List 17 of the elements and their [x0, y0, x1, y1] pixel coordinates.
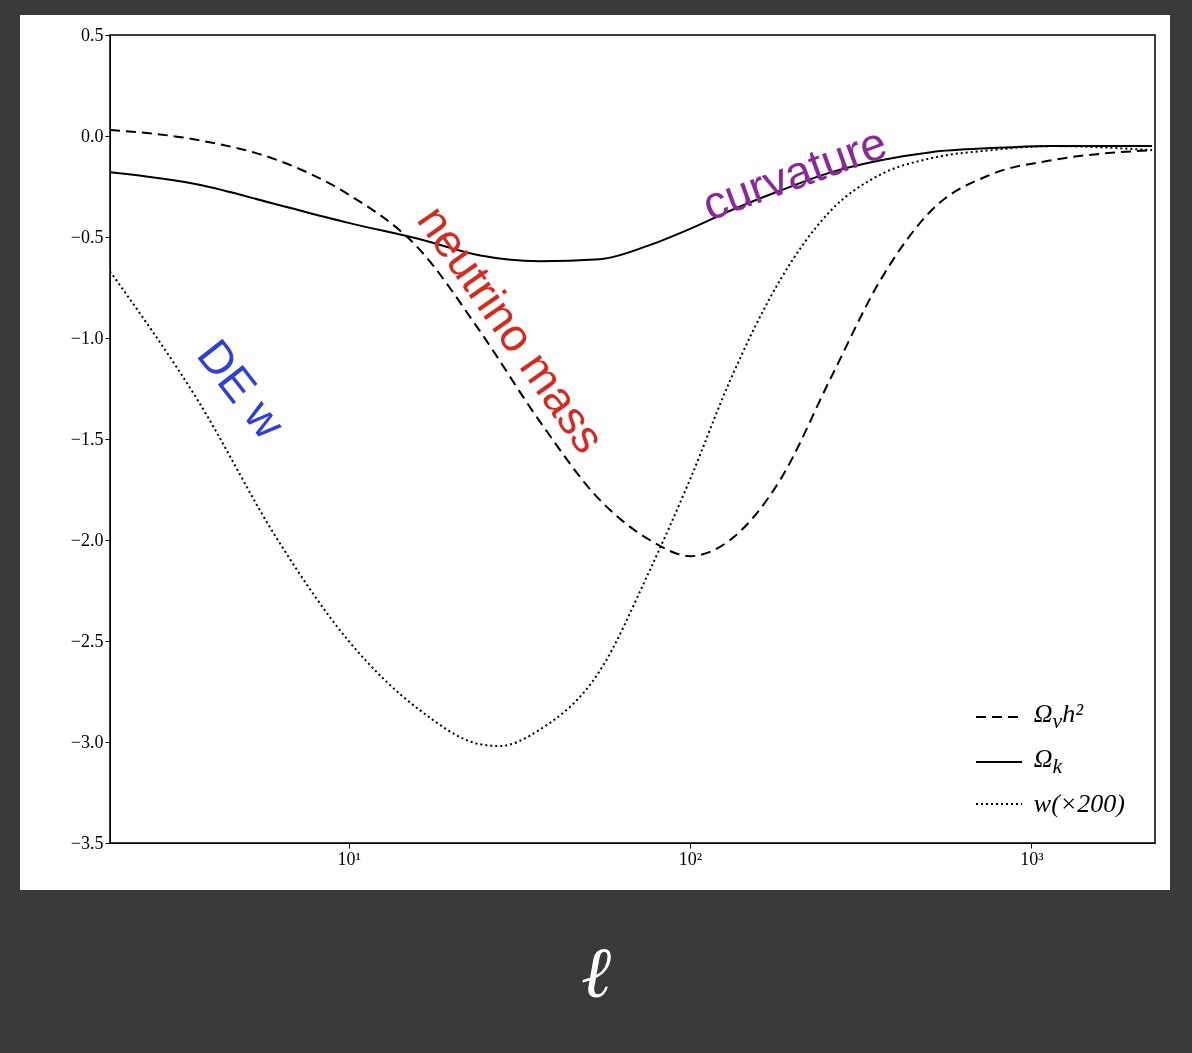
y-tick-label: −3.0: [70, 731, 104, 752]
annotation: DE w: [187, 329, 297, 449]
legend-label: w(×200): [1033, 788, 1125, 820]
y-tick-label: −0.5: [70, 226, 104, 247]
y-tick-label: −1.5: [70, 428, 104, 449]
legend-label: Ω$_{ν}$h²: [1033, 697, 1084, 735]
legend-label: Ω$_{k}$: [1033, 742, 1063, 780]
y-tick-label: −1.0: [70, 327, 104, 348]
y-tick-label: −2.0: [70, 529, 104, 550]
x-tick-label: 10³: [1020, 848, 1045, 869]
x-axis-title: ℓ: [580, 930, 612, 1015]
x-tick-label: 10¹: [337, 848, 361, 869]
y-tick-label: 0.5: [81, 24, 104, 45]
y-tick-label: 0.0: [81, 125, 104, 146]
x-tick-label: 10²: [678, 848, 703, 869]
y-tick-label: −2.5: [70, 630, 104, 651]
y-tick-label: −3.5: [70, 832, 104, 853]
